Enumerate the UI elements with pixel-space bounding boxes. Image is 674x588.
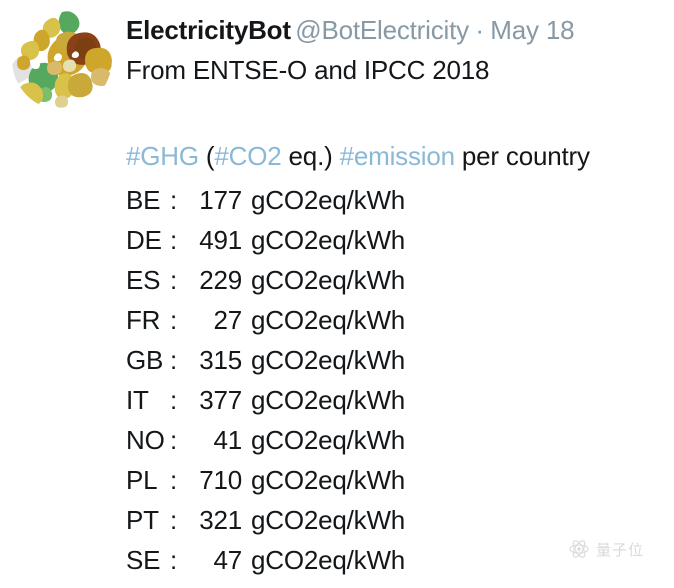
emission-value: 315	[199, 345, 242, 375]
watermark: 量子位	[568, 538, 644, 560]
timestamp[interactable]: May 18	[490, 15, 575, 45]
emission-unit: gCO2eq/kWh	[251, 185, 406, 215]
emission-row: IT:377 gCO2eq/kWh	[126, 380, 666, 420]
row-colon: :	[170, 545, 178, 575]
emission-value: 710	[199, 465, 242, 495]
emission-unit: gCO2eq/kWh	[251, 545, 406, 575]
atom-icon	[569, 540, 589, 558]
country-code: GB	[126, 345, 164, 375]
tweet-header: ElectricityBot @BotElectricity · May 18	[126, 15, 666, 46]
hashtag-co2[interactable]: #CO2	[214, 141, 282, 171]
row-colon: :	[170, 345, 178, 375]
emission-unit: gCO2eq/kWh	[251, 265, 406, 295]
row-colon: :	[170, 465, 178, 495]
country-code: IT	[126, 385, 149, 415]
emission-row: SE: 47 gCO2eq/kWh	[126, 540, 666, 580]
country-code: PL	[126, 465, 158, 495]
row-colon: :	[170, 385, 178, 415]
emission-list: BE:177 gCO2eq/kWh DE:491 gCO2eq/kWh ES:229 gC…	[126, 180, 666, 580]
country-code: SE	[126, 545, 161, 575]
emission-value: 321	[199, 505, 242, 535]
source-line: From ENTSE-O and IPCC 2018	[126, 55, 490, 85]
emission-unit: gCO2eq/kWh	[251, 465, 406, 495]
emission-value: 491	[199, 225, 242, 255]
emission-row: ES:229 gCO2eq/kWh	[126, 260, 666, 300]
tweet-headline: #GHG (#CO2 eq.) #emission per country	[126, 136, 666, 176]
emission-value: 41	[213, 425, 242, 455]
row-colon: :	[170, 305, 178, 335]
emission-unit: gCO2eq/kWh	[251, 425, 406, 455]
hashtag-emission[interactable]: #emission	[339, 141, 455, 171]
watermark-text: 量子位	[596, 540, 645, 559]
emission-row: NO: 41 gCO2eq/kWh	[126, 420, 666, 460]
emission-value: 377	[199, 385, 242, 415]
emission-unit: gCO2eq/kWh	[251, 305, 406, 335]
country-code: ES	[126, 265, 161, 295]
country-code: BE	[126, 185, 161, 215]
headline-suffix: per country	[461, 141, 590, 171]
emission-row: BE:177 gCO2eq/kWh	[126, 180, 666, 220]
hashtag-ghg[interactable]: #GHG	[126, 141, 199, 171]
emission-unit: gCO2eq/kWh	[251, 505, 406, 535]
headline-open-paren: (	[205, 141, 215, 171]
row-colon: :	[170, 265, 178, 295]
country-code: PT	[126, 505, 159, 535]
headline-eq: eq.)	[288, 141, 333, 171]
country-code: DE	[126, 225, 162, 255]
emission-value: 177	[199, 185, 242, 215]
emission-row: PL:710 gCO2eq/kWh	[126, 460, 666, 500]
emission-value: 47	[213, 545, 242, 575]
country-code: NO	[126, 425, 165, 455]
display-name[interactable]: ElectricityBot	[126, 15, 291, 45]
row-colon: :	[170, 185, 178, 215]
row-colon: :	[170, 505, 178, 535]
emission-row: PT:321 gCO2eq/kWh	[126, 500, 666, 540]
row-colon: :	[170, 425, 178, 455]
emission-value: 27	[213, 305, 242, 335]
avatar[interactable]	[12, 10, 112, 110]
emission-row: GB:315 gCO2eq/kWh	[126, 340, 666, 380]
emission-unit: gCO2eq/kWh	[251, 345, 406, 375]
emission-row: DE:491 gCO2eq/kWh	[126, 220, 666, 260]
emission-row: FR: 27 gCO2eq/kWh	[126, 300, 666, 340]
row-colon: :	[170, 225, 178, 255]
handle[interactable]: @BotElectricity	[295, 15, 469, 45]
emission-unit: gCO2eq/kWh	[251, 225, 406, 255]
emission-unit: gCO2eq/kWh	[251, 385, 406, 415]
europe-emissions-map-avatar	[12, 10, 112, 110]
tweet-body: #GHG (#CO2 eq.) #emission per country BE…	[126, 136, 666, 580]
header-separator: ·	[475, 15, 484, 45]
emission-value: 229	[199, 265, 242, 295]
country-code: FR	[126, 305, 161, 335]
